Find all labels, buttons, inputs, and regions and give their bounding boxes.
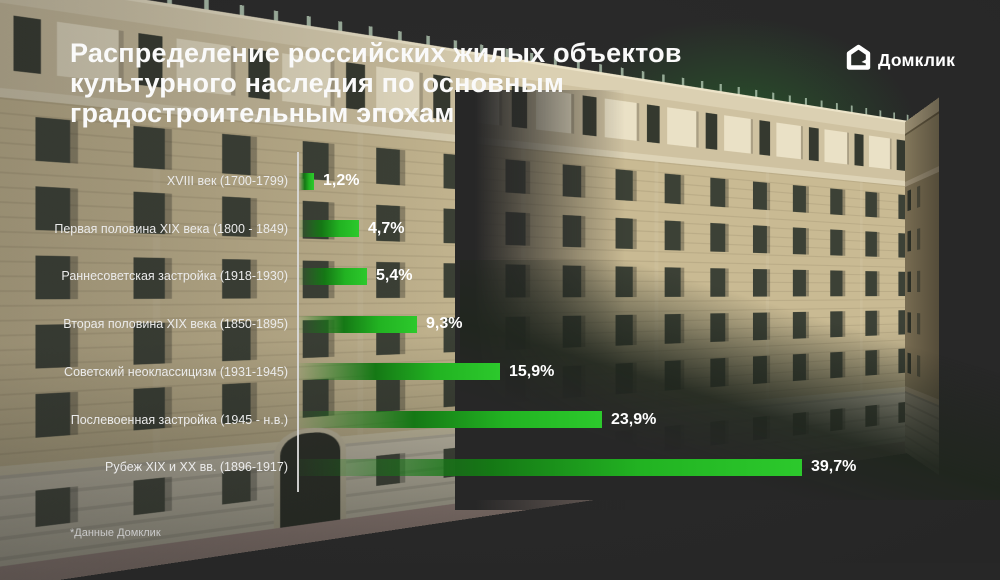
chart-row: Рубеж XIX и XX вв. (1896-1917) 39,7% (0, 457, 1000, 477)
value-label: 1,2% (323, 172, 360, 189)
value-label: 5,4% (376, 267, 413, 285)
chart-row: Раннесоветская застройка (1918-1930) 5,4… (0, 266, 1000, 286)
category-label: XVIII век (1700-1799) (166, 174, 288, 188)
domclick-logo: Домклик (846, 44, 955, 76)
value-label: 9,3% (426, 315, 463, 333)
bar-chart: XVIII век (1700-1799) 1,2% Первая полови… (0, 152, 1000, 492)
chart-row: Советский неоклассицизм (1931-1945) 15,9… (0, 362, 1000, 382)
page-title: Распределение российских жилых объектов … (70, 38, 682, 128)
category-label: Послевоенная застройка (1945 - н.в.) (70, 412, 288, 427)
domclick-house-icon (846, 44, 871, 76)
title-line-2: культурного наследия по основным (70, 68, 565, 98)
category-label: Рубеж XIX и XX вв. (1896-1917) (105, 460, 288, 475)
chart-row: Послевоенная застройка (1945 - н.в.) 23,… (0, 410, 1000, 430)
source-note: *Данные Домклик (70, 527, 161, 539)
category-label: Вторая половина XIX века (1850-1895) (63, 317, 288, 332)
category-label: Раннесоветская застройка (1918-1930) (61, 269, 288, 284)
bar-fill (299, 220, 359, 238)
axis-baseline (297, 152, 299, 492)
chart-row: Вторая половина XIX века (1850-1895) 9,3… (0, 314, 1000, 334)
bar-fill (299, 172, 314, 190)
bar-fill (299, 411, 602, 428)
chart-row: Первая половина XIX века (1800 - 1849) 4… (0, 219, 1000, 239)
bar-fill (299, 458, 802, 476)
bar-fill (299, 315, 417, 333)
title-line-1: Распределение российских жилых объектов (70, 38, 682, 68)
title-line-3: градостроительным эпохам (70, 98, 455, 128)
bar-fill (299, 363, 500, 381)
value-label: 4,7% (368, 219, 405, 237)
value-label: 39,7% (811, 458, 857, 476)
category-label: Первая половина XIX века (1800 - 1849) (54, 221, 288, 236)
value-label: 23,9% (611, 410, 657, 428)
chart-row: XVIII век (1700-1799) 1,2% (0, 171, 1000, 191)
category-label: Советский неоклассицизм (1931-1945) (64, 364, 288, 379)
logo-label: Домклик (878, 49, 956, 70)
bar-fill (299, 267, 367, 285)
value-label: 15,9% (509, 362, 555, 380)
